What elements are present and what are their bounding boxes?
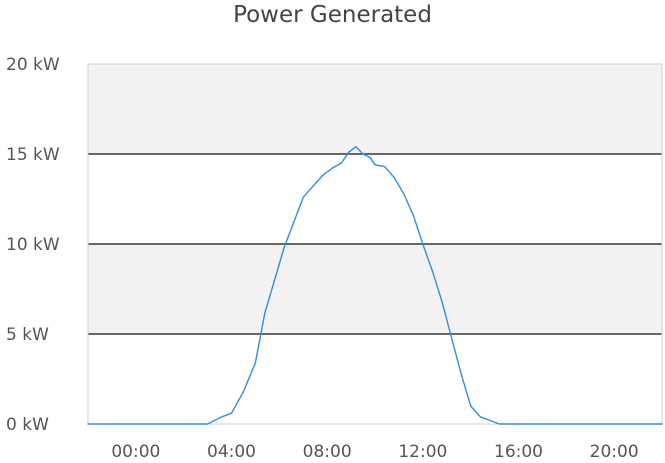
x-tick-label: 04:00	[207, 442, 256, 462]
data-point	[230, 412, 233, 414]
series-layer	[87, 146, 663, 425]
data-point	[242, 390, 245, 393]
x-tick-label: 20:00	[590, 442, 639, 462]
y-tick-label: 15 kW	[6, 145, 60, 165]
data-point	[321, 174, 324, 177]
data-point	[489, 419, 491, 422]
data-point	[450, 336, 453, 339]
plot-band	[88, 334, 662, 424]
data-point	[498, 423, 501, 425]
data-point	[254, 362, 257, 364]
plot-band	[88, 244, 662, 334]
data-point	[431, 270, 434, 272]
data-point	[661, 423, 663, 425]
data-point	[221, 416, 223, 418]
data-point	[273, 279, 276, 281]
data-point	[264, 311, 266, 314]
data-point	[302, 196, 304, 198]
data-point	[292, 221, 295, 224]
data-point	[393, 176, 395, 179]
chart-title: Power Generated	[233, 2, 432, 28]
data-point	[312, 185, 314, 188]
data-point	[369, 156, 371, 159]
y-tick-label: 20 kW	[6, 55, 60, 75]
data-point	[347, 151, 350, 153]
plot-band	[88, 64, 662, 154]
data-point	[460, 372, 462, 375]
data-point	[87, 423, 89, 425]
data-point	[441, 300, 443, 303]
x-tick-label: 16:00	[494, 442, 543, 462]
data-point	[403, 192, 405, 195]
y-tick-label: 10 kW	[6, 235, 60, 255]
x-tick-label: 12:00	[398, 442, 447, 462]
gridlines	[88, 153, 662, 335]
data-point	[283, 246, 285, 249]
plot-band	[88, 154, 662, 244]
data-point	[355, 146, 357, 148]
data-point	[383, 165, 386, 168]
data-point	[517, 423, 520, 425]
data-point	[206, 423, 209, 425]
data-point	[479, 416, 481, 418]
y-tick-labels: 0 kW 5 kW 10 kW 15 kW 20 kW	[6, 55, 60, 435]
y-tick-label: 5 kW	[6, 325, 49, 345]
data-point	[331, 167, 333, 170]
x-tick-label: 08:00	[303, 442, 352, 462]
data-point	[374, 164, 376, 166]
data-point	[340, 162, 343, 164]
power-series-line	[88, 146, 662, 425]
y-tick-label: 0 kW	[6, 415, 49, 435]
data-point	[422, 243, 424, 245]
plot-bands	[88, 64, 662, 424]
x-tick-labels: 00:00 04:00 08:00 12:00 16:00 20:00	[111, 442, 638, 462]
data-point	[362, 153, 364, 155]
data-point	[469, 405, 472, 407]
data-point	[508, 423, 510, 425]
x-tick-label: 00:00	[111, 442, 160, 462]
data-point	[412, 214, 414, 216]
